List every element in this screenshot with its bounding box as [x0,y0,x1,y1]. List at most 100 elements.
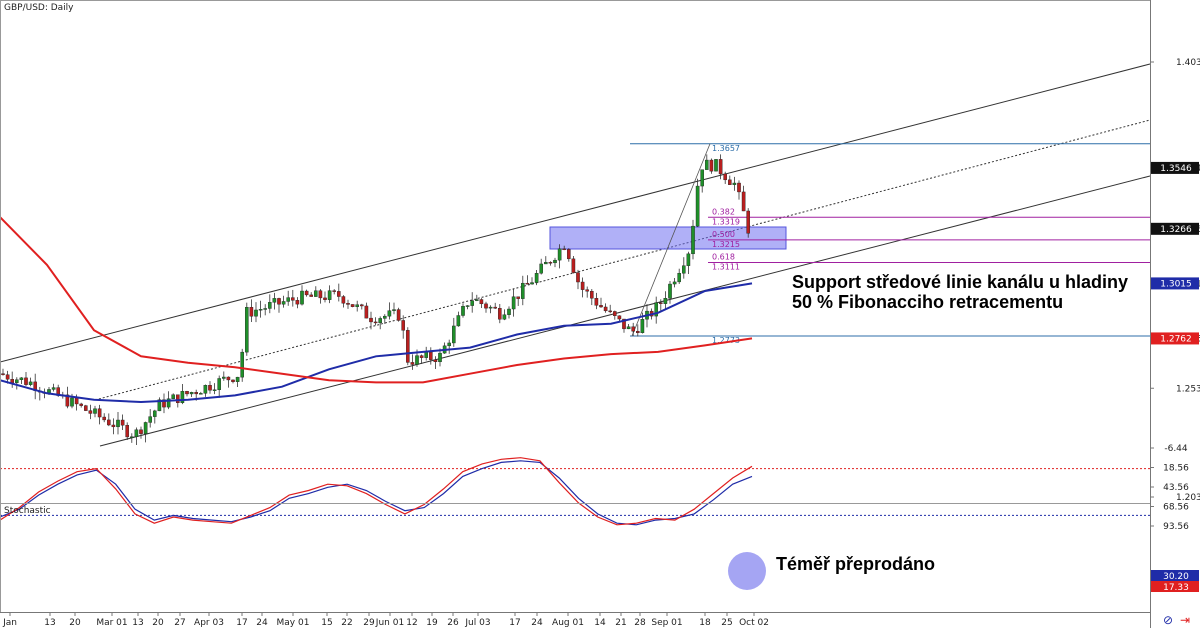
fib-ratio-label-0: 0.382 [712,207,735,216]
candle-body [254,309,258,317]
candle-body [383,315,387,319]
candle-body [93,408,97,414]
candle-body [231,379,235,382]
x-tick-label-13: 29 [363,618,375,628]
candle-body [226,376,231,381]
stoch-y-tick-label-2: 43.56 [1163,483,1189,493]
candle-body [576,272,580,283]
candle-body [143,422,148,434]
price-tag-label-1: 1.3266 [1160,225,1192,235]
candle-body [613,311,617,316]
price-tag-3 [1151,332,1199,345]
x-tick-label-21: Aug 01 [552,618,584,628]
candle-body [392,309,396,311]
candle-body [291,297,295,301]
x-tick-label-11: 15 [321,618,332,628]
candle-body [295,300,300,305]
candle-body [590,291,594,299]
stochastic-panel [0,457,1150,590]
channel-mid-line [94,119,1151,401]
candle-body [24,377,28,385]
fib-high-label: 1.3657 [712,144,740,153]
candle-body [51,387,56,390]
link-icon[interactable]: ⊘ [1163,613,1173,627]
candle-body [355,304,360,307]
fib-value-label-0: 1.3319 [712,217,740,226]
candle-body [553,259,557,264]
candle-body [364,305,369,319]
candle-body [28,381,33,385]
candle-body [83,405,88,411]
candle-body [175,394,180,404]
candle-body [116,419,120,428]
candle-body [419,355,424,358]
x-tick-label-15: 12 [406,618,417,628]
candle-body [580,281,585,290]
candle-body [346,303,350,305]
x-tick-label-0: Jan [2,618,17,628]
stoch-tag-label-0: 30.20 [1163,572,1189,582]
candle-body [705,159,709,170]
candle-body [659,302,663,304]
candle-body [277,298,281,305]
price-tag-label-2: 1.3015 [1160,279,1192,289]
candle-body [571,258,576,273]
candle-body [488,306,493,309]
candle-body [599,305,603,308]
x-tick-label-26: 18 [699,618,711,628]
x-tick-label-25: Sep 01 [651,618,682,628]
candle-body [456,315,461,327]
candle-body [304,290,309,296]
price-y-tick-label-6: 1.2033 [1176,493,1200,503]
candle-body [406,330,410,363]
candle-body [212,389,217,391]
toolbar-icons: ⊘ ⇥ [1163,613,1190,627]
fib-trend-line [631,143,711,337]
candle-body [258,309,263,311]
candle-body [244,307,249,353]
candle-body [438,352,442,363]
stoch-y-tick-label-0: 93.56 [1163,522,1189,532]
price-tag-label-0: 1.3546 [1160,164,1192,174]
candle-body [14,379,19,383]
candle-body [10,379,15,383]
candle-body [198,393,203,395]
price-y-tick-label-5: 1.2533 [1176,384,1200,394]
stoch-tag-0 [1151,570,1199,581]
candle-body [19,377,24,380]
candle-body [240,351,245,378]
x-tick-label-10: May 01 [277,618,310,628]
candle-body [654,302,658,317]
candle-body [622,318,626,330]
candle-body [327,290,332,300]
candle-body [507,308,511,315]
price-tag-label-3: 1.2762 [1160,334,1192,344]
x-tick-label-5: 20 [152,618,164,628]
close-arrow-icon[interactable]: ⇥ [1180,613,1190,627]
candle-body [1,373,5,375]
candle-body [162,399,166,408]
channel-lower-line [99,175,1151,447]
moving-average-1 [0,216,753,384]
candle-body [539,263,543,274]
candle-body [318,290,323,299]
candle-body [502,314,507,320]
candle-body [314,290,318,297]
candle-body [714,159,718,172]
candle-body [617,315,622,320]
candle-body [700,169,704,187]
candle-body [557,248,562,261]
x-tick-label-24: 28 [634,618,646,628]
x-tick-label-2: 20 [69,618,81,628]
candle-body [484,303,488,309]
candle-body [286,297,291,302]
candle-body [695,185,700,227]
candle-body [475,299,479,301]
candle-body [208,385,212,391]
candle-body [332,290,337,292]
x-tick-label-1: 13 [44,618,55,628]
candle-body [746,210,750,234]
candle-body [737,182,741,193]
price-y-tick-label-0: 1.4033 [1176,58,1200,68]
